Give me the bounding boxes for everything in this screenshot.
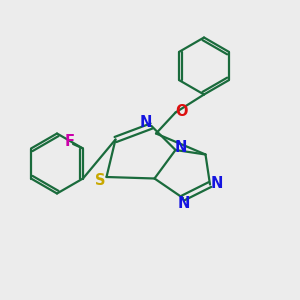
Text: O: O [175, 103, 188, 118]
Text: N: N [210, 176, 223, 191]
Text: N: N [175, 140, 187, 154]
Text: N: N [140, 115, 152, 130]
Text: N: N [177, 196, 190, 211]
Text: F: F [64, 134, 74, 149]
Text: S: S [95, 173, 105, 188]
